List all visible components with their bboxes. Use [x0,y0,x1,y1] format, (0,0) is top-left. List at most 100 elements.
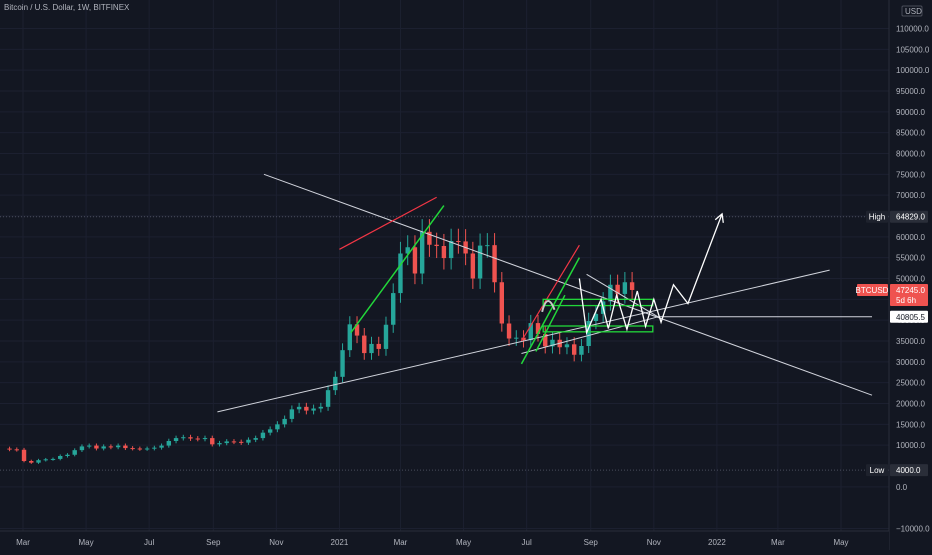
countdown-text: 5d 6h [896,296,916,305]
candle [94,443,99,451]
y-tick-label: 55000.0 [896,254,925,263]
candle-body [21,449,27,461]
last-price-tag-text: 47245.0 [896,286,925,295]
candle-body [289,409,295,419]
candle-body [622,282,628,294]
candle [36,458,41,464]
candle [58,454,63,461]
y-tick-label: 85000.0 [896,129,925,138]
trend-line-green [535,294,566,352]
candle-body [36,460,41,463]
candle-body [267,429,273,433]
time-axis[interactable]: Mar May Jul Sep Nov 2021 Mar May Jul Sep Nov 2022 Ma… [0,530,889,550]
candle-body [448,240,454,259]
candle [224,439,229,446]
low-chip [866,464,888,477]
y-tick-label: 25000.0 [896,379,925,388]
candle-body [412,247,418,274]
low-price-tag-text: 4000.0 [896,466,921,475]
candle-body [231,441,237,443]
candle [412,235,418,285]
candle [333,371,338,395]
candle [72,448,77,457]
candle [398,241,403,303]
candle-body [427,231,432,245]
range-box-green [542,325,654,333]
candle-body [470,253,476,279]
candle [347,316,352,357]
candle [108,444,114,450]
candle-body [362,335,367,354]
candle [629,272,635,300]
candle-body [485,245,490,247]
candle [275,421,280,433]
candle [123,443,128,451]
candle [492,233,497,293]
candle-body [514,337,519,339]
candle-body [419,231,425,274]
y-tick-label: 110000.0 [896,24,929,33]
candle-body [239,441,244,443]
grid-lines [0,0,889,531]
candle-body [535,323,541,334]
candle [514,330,519,346]
candle [506,315,512,346]
y-tick-label: 10000.0 [896,441,925,450]
candle [217,440,222,447]
candle [115,443,121,450]
candle-body [217,443,222,445]
candle [181,434,186,441]
candle [318,402,324,413]
candle [188,434,193,441]
candle [528,314,533,348]
candle [202,435,208,442]
candle [65,453,70,458]
candle [550,332,555,354]
candle-body [354,324,360,336]
candle-body [506,323,512,339]
marker-price-tag-bg [890,310,928,323]
y-tick-label: 50000.0 [896,274,925,283]
candle [173,435,179,444]
y-tick-label: 60000.0 [896,233,925,242]
candle-body [391,293,396,325]
candle [376,336,381,356]
candle-body [333,376,338,391]
candle [14,447,19,452]
x-tick-label: Mar [394,538,408,547]
candle-body [550,339,555,347]
candle [485,233,490,258]
x-tick-label: 2022 [708,538,726,547]
price-axis[interactable]: −10000.0 0.0 10000.0 15000.0 20000.0 25000.0 3… [888,0,932,550]
candle-body [166,440,172,446]
candle [304,402,309,415]
candle [354,316,360,344]
candle-body [188,437,193,439]
price-axis-bg [889,0,932,550]
candle-body [275,424,280,430]
candle-body [101,446,106,449]
candle-body [499,282,505,324]
candle-body [195,438,200,440]
low-chip-text: Low [870,466,885,475]
candle [419,219,425,285]
candle [130,446,135,451]
trend-line-red [339,196,437,250]
candle-body [564,344,570,348]
candle-body [340,350,345,377]
candle [383,316,389,356]
candle [586,312,591,354]
candle-body [492,245,497,283]
x-tick-label: Sep [584,538,599,547]
candle-body [72,450,77,455]
candle [543,326,548,354]
candle-body [123,445,128,449]
candle-body [29,460,34,463]
candle-body [224,441,229,444]
high-price-tag: 64829.0 [890,210,928,223]
candle-body [159,445,164,448]
candle [622,272,628,304]
candle-body [434,244,439,246]
